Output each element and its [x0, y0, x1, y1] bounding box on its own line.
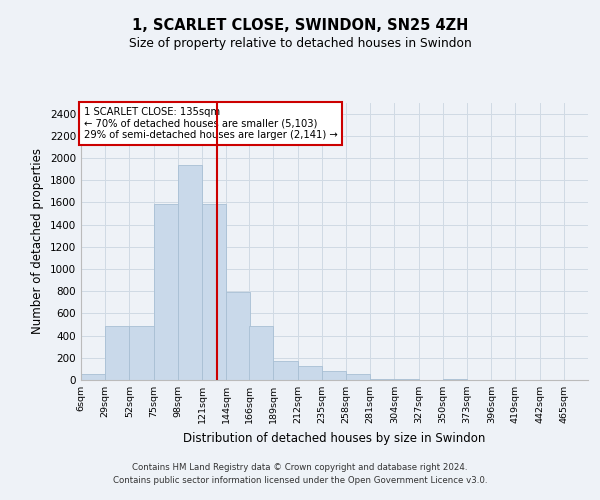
Y-axis label: Number of detached properties: Number of detached properties [31, 148, 44, 334]
Text: 1, SCARLET CLOSE, SWINDON, SN25 4ZH: 1, SCARLET CLOSE, SWINDON, SN25 4ZH [132, 18, 468, 32]
Bar [178, 164, 202, 380]
Bar [202, 204, 226, 380]
Text: Size of property relative to detached houses in Swindon: Size of property relative to detached ho… [128, 38, 472, 51]
Bar [370, 379, 394, 380]
Bar [105, 326, 130, 380]
Bar [346, 374, 370, 380]
Text: Contains HM Land Registry data © Crown copyright and database right 2024.: Contains HM Land Registry data © Crown c… [132, 462, 468, 471]
Bar [130, 326, 154, 380]
Bar [443, 379, 467, 380]
Bar [226, 292, 250, 380]
Bar [274, 361, 298, 380]
Text: 1 SCARLET CLOSE: 135sqm
← 70% of detached houses are smaller (5,103)
29% of semi: 1 SCARLET CLOSE: 135sqm ← 70% of detache… [83, 106, 337, 140]
Bar [394, 379, 419, 380]
Text: Contains public sector information licensed under the Open Government Licence v3: Contains public sector information licen… [113, 476, 487, 485]
Bar [154, 204, 178, 380]
Bar [81, 374, 105, 380]
Bar [298, 366, 322, 380]
Bar [249, 326, 274, 380]
Bar [322, 371, 346, 380]
X-axis label: Distribution of detached houses by size in Swindon: Distribution of detached houses by size … [184, 432, 485, 444]
